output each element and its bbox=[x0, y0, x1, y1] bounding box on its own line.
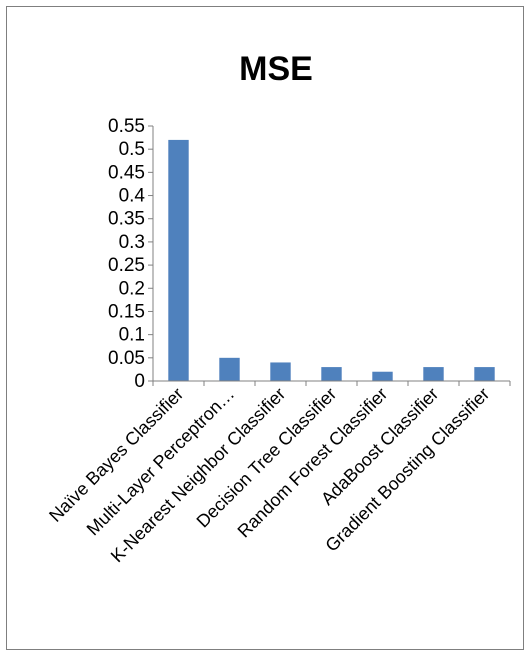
y-tick-label: 0.1 bbox=[119, 325, 145, 346]
y-tick-label: 0.15 bbox=[108, 301, 145, 322]
y-tick-label: 0.3 bbox=[119, 232, 145, 253]
chart-frame bbox=[6, 6, 524, 650]
y-tick-label: 0.2 bbox=[119, 278, 145, 299]
bar bbox=[474, 367, 495, 381]
bar bbox=[321, 367, 342, 381]
y-tick-label: 0.4 bbox=[119, 186, 146, 207]
y-tick-label: 0.35 bbox=[108, 209, 145, 230]
bar bbox=[423, 367, 444, 381]
bars bbox=[168, 139, 495, 381]
y-axis-ticks: 00.050.1 0.150.20.250.30.350.4 0.450.50.55 bbox=[108, 116, 153, 392]
chart-title: MSE bbox=[239, 50, 313, 88]
y-tick-label: 0.25 bbox=[108, 255, 145, 276]
y-tick-label: 0.45 bbox=[108, 162, 145, 183]
y-tick-label: 0.55 bbox=[108, 116, 145, 137]
y-tick-label: 0 bbox=[134, 371, 145, 392]
axes bbox=[152, 126, 511, 386]
y-tick-label: 0.05 bbox=[108, 348, 145, 369]
bar bbox=[219, 357, 240, 381]
bar bbox=[168, 139, 189, 381]
y-tick-label: 0.5 bbox=[119, 139, 145, 160]
bar bbox=[372, 371, 393, 381]
bar bbox=[270, 362, 291, 381]
